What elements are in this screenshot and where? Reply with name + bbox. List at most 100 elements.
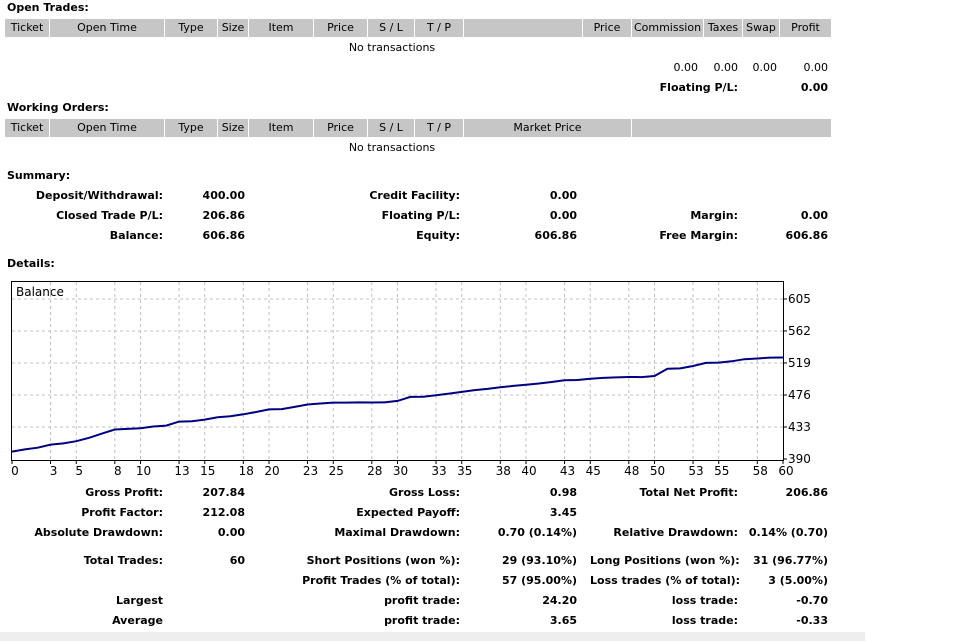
wo-col-market-price: Market Price [513, 121, 582, 134]
closed-pl-value: 206.86 [202, 209, 245, 222]
col-sl: S / L [379, 21, 403, 34]
wo-col-blank [632, 119, 831, 137]
open-floating-label: Floating P/L: [659, 81, 738, 94]
x-tick-label: 55 [714, 464, 729, 478]
col-open-time: Open Time [77, 21, 137, 34]
x-tick-label: 20 [264, 464, 279, 478]
credit-label: Credit Facility: [369, 189, 460, 202]
loss-trades-label: Loss trades (% of total): [590, 574, 741, 587]
series-label-balance: Balance [16, 285, 64, 299]
profit-factor-value: 212.08 [202, 506, 245, 519]
x-tick-label: 35 [457, 464, 472, 478]
closed-pl-label: Closed Trade P/L: [56, 209, 163, 222]
relative-drawdown-label: Relative Drawdown: [613, 526, 738, 539]
balance-value: 606.86 [202, 229, 245, 242]
deposit-value: 400.00 [202, 189, 245, 202]
x-tick-label: 45 [586, 464, 601, 478]
equity-value: 606.86 [534, 229, 577, 242]
summary-title: Summary: [7, 169, 71, 182]
balance-label: Balance: [109, 229, 163, 242]
summary-floating-label: Floating P/L: [381, 209, 460, 222]
short-positions-value: 29 (93.10%) [501, 554, 577, 567]
col-type: Type [178, 21, 204, 34]
x-tick-label: 60 [778, 464, 793, 478]
gross-loss-label: Gross Loss: [389, 486, 460, 499]
average-loss-value: -0.33 [796, 614, 828, 627]
wo-col-item: Item [268, 121, 294, 134]
col-blank [464, 19, 582, 37]
col-current-price: Price [593, 21, 621, 34]
x-tick-label: 0 [11, 464, 19, 478]
x-tick-label: 28 [367, 464, 382, 478]
average-profit-label: profit trade: [384, 614, 460, 627]
x-tick-label: 25 [329, 464, 344, 478]
col-taxes: Taxes [707, 21, 739, 34]
x-tick-label: 30 [393, 464, 408, 478]
working-orders-title: Working Orders: [7, 101, 109, 114]
average-profit-value: 3.65 [549, 614, 577, 627]
equity-label: Equity: [416, 229, 460, 242]
profit-trades-value: 57 (95.00%) [501, 574, 577, 587]
y-tick-label: 433 [788, 420, 811, 434]
short-positions-label: Short Positions (won %): [306, 554, 460, 567]
profit-factor-label: Profit Factor: [81, 506, 163, 519]
x-tick-label: 18 [239, 464, 254, 478]
col-commission: Commission [633, 21, 702, 34]
margin-value: 0.00 [800, 209, 828, 222]
open-trades-empty: No transactions [348, 41, 436, 54]
col-ticket: Ticket [10, 21, 44, 34]
x-tick-label: 33 [431, 464, 446, 478]
col-size: Size [221, 21, 245, 34]
total-trades-value: 60 [229, 554, 245, 567]
average-label: Average [112, 614, 163, 627]
x-tick-label: 3 [50, 464, 58, 478]
deposit-label: Deposit/Withdrawal: [35, 189, 163, 202]
working-orders-empty: No transactions [348, 141, 436, 154]
absolute-drawdown-label: Absolute Drawdown: [34, 526, 163, 539]
wo-col-tp: T / P [426, 121, 452, 134]
gross-profit-label: Gross Profit: [85, 486, 163, 499]
x-tick-label: 15 [200, 464, 215, 478]
working-orders-header: Ticket Open Time Type Size Item Price S … [5, 119, 831, 137]
gross-profit-value: 207.84 [202, 486, 245, 499]
balance-line [11, 356, 784, 453]
average-loss-label: loss trade: [671, 614, 738, 627]
free-margin-label: Free Margin: [659, 229, 738, 242]
col-price: Price [327, 21, 354, 34]
x-tick-label: 48 [624, 464, 639, 478]
x-tick-label: 5 [75, 464, 83, 478]
x-tick-label: 50 [650, 464, 665, 478]
wo-col-type: Type [178, 121, 204, 134]
x-tick-label: 10 [136, 464, 151, 478]
open-trades-header: Ticket Open Time Type Size Item Price S … [5, 19, 831, 37]
x-tick-label: 58 [753, 464, 768, 478]
bottom-strip [0, 632, 865, 641]
y-tick-label: 562 [788, 324, 811, 338]
open-profit-total: 0.00 [803, 61, 829, 74]
wo-col-size: Size [221, 121, 245, 134]
credit-value: 0.00 [549, 189, 577, 202]
x-tick-label: 23 [303, 464, 318, 478]
x-tick-label: 8 [114, 464, 122, 478]
gross-loss-value: 0.98 [549, 486, 577, 499]
loss-trades-value: 3 (5.00%) [768, 574, 828, 587]
wo-col-sl: S / L [379, 121, 403, 134]
x-tick-label: 13 [174, 464, 189, 478]
x-tick-label: 53 [688, 464, 703, 478]
largest-profit-value: 24.20 [542, 594, 577, 607]
y-tick-label: 390 [788, 452, 811, 466]
largest-loss-label: loss trade: [671, 594, 738, 607]
total-net-label: Total Net Profit: [639, 486, 739, 499]
expected-payoff-label: Expected Payoff: [356, 506, 460, 519]
maximal-drawdown-label: Maximal Drawdown: [334, 526, 460, 539]
open-floating-value: 0.00 [800, 81, 828, 94]
y-tick-label: 519 [788, 356, 811, 370]
maximal-drawdown-value: 0.70 (0.14%) [497, 526, 577, 539]
summary-floating-value: 0.00 [549, 209, 577, 222]
x-tick-label: 40 [521, 464, 536, 478]
x-tick-label: 43 [560, 464, 575, 478]
open-taxes-total: 0.00 [713, 61, 739, 74]
long-positions-label: Long Positions (won %): [590, 554, 740, 567]
largest-label: Largest [116, 594, 163, 607]
